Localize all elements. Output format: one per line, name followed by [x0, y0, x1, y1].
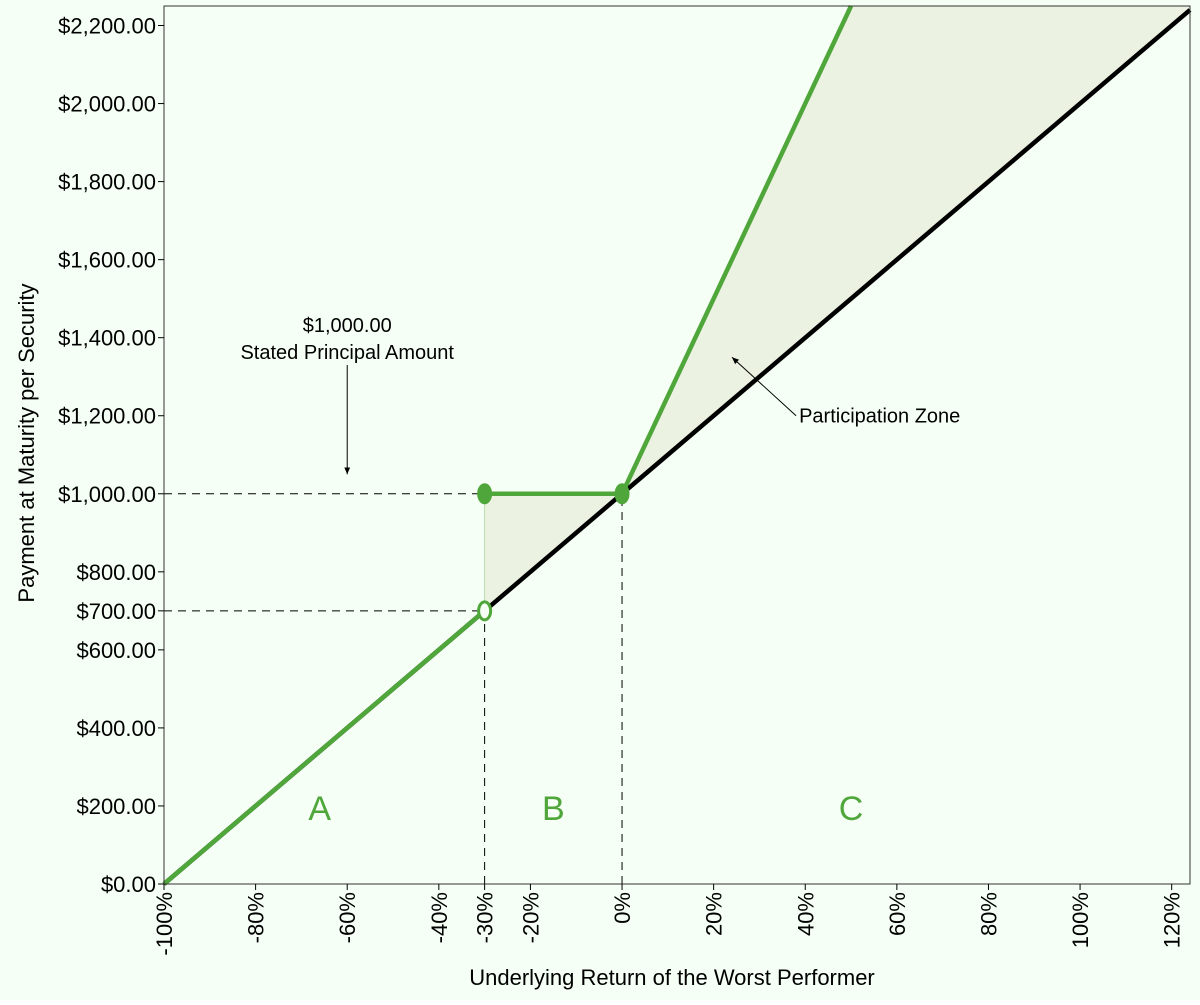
principal-annotation-text: Stated Principal Amount: [240, 342, 454, 364]
y-tick-label: $200.00: [76, 794, 156, 819]
y-axis-title: Payment at Maturity per Security: [14, 283, 39, 602]
marker-2: [477, 600, 493, 622]
y-tick-label: $0.00: [101, 872, 156, 897]
x-tick-label: 80%: [976, 892, 1001, 936]
x-axis-title: Underlying Return of the Worst Performer: [469, 965, 875, 990]
x-tick-label: -60%: [335, 892, 360, 943]
y-tick-label: $1,600.00: [58, 248, 156, 273]
y-tick-label: $600.00: [76, 638, 156, 663]
zone-label-b: B: [542, 790, 565, 828]
x-tick-label: -20%: [518, 892, 543, 943]
y-tick-label: $1,000.00: [58, 482, 156, 507]
x-tick-label: -100%: [152, 892, 177, 956]
x-tick-label: -30%: [473, 892, 498, 943]
y-tick-label: $1,200.00: [58, 404, 156, 429]
y-tick-label: $1,400.00: [58, 326, 156, 351]
x-tick-label: 20%: [702, 892, 727, 936]
zone-label-a: A: [308, 790, 331, 828]
principal-annotation-amount: $1,000.00: [303, 315, 392, 337]
x-tick-label: 100%: [1068, 892, 1093, 948]
y-tick-label: $800.00: [76, 560, 156, 585]
y-tick-label: $2,000.00: [58, 92, 156, 117]
y-tick-label: $2,200.00: [58, 14, 156, 39]
y-tick-label: $700.00: [76, 599, 156, 624]
x-tick-label: 120%: [1160, 892, 1185, 948]
x-tick-label: 0%: [610, 892, 635, 924]
x-tick-label: -40%: [427, 892, 452, 943]
y-tick-label: $1,800.00: [58, 170, 156, 195]
y-tick-label: $400.00: [76, 716, 156, 741]
plot-frame: [163, 5, 1191, 885]
series-line-1: [162, 609, 487, 886]
participation-zone-label: Participation Zone: [799, 406, 960, 428]
zone-label-c: C: [839, 790, 864, 828]
participation-zone-arrow: [731, 356, 797, 417]
x-tick-label: -80%: [244, 892, 269, 943]
x-tick-label: 60%: [885, 892, 910, 936]
marker-1: [614, 483, 630, 505]
x-tick-label: 40%: [793, 892, 818, 936]
marker-0: [477, 483, 493, 505]
